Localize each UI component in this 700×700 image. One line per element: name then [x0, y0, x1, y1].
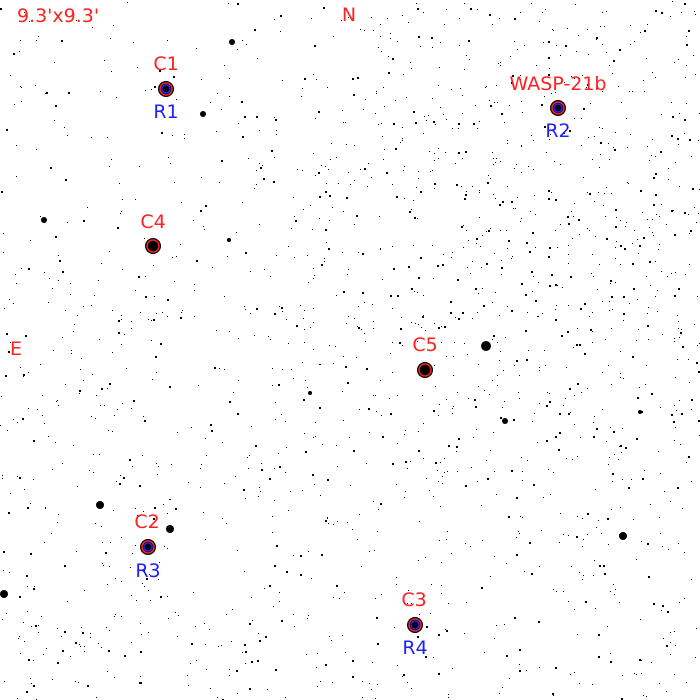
- field-star: [502, 418, 508, 424]
- c2-label: C2: [134, 511, 160, 533]
- wasp-21b-label: WASP-21b: [509, 73, 607, 95]
- field-star: [41, 217, 47, 223]
- field-star: [96, 501, 104, 509]
- c5-label: C5: [412, 334, 438, 356]
- field-star: [481, 341, 491, 351]
- c3-label: C3: [401, 589, 427, 611]
- r2-label: R2: [545, 120, 571, 142]
- r3-label: R3: [135, 560, 161, 582]
- c5-star-marker: [417, 362, 433, 378]
- wasp-star-marker: [550, 100, 566, 116]
- r1-label: R1: [153, 101, 179, 123]
- field-star: [229, 39, 235, 45]
- north-label: N: [341, 4, 357, 26]
- field-star: [166, 525, 174, 533]
- field-star: [227, 238, 231, 242]
- field-of-view-label: 9.3'x9.3': [16, 5, 100, 27]
- field-star: [200, 111, 206, 117]
- c2-star-marker: [140, 539, 156, 555]
- c1-label: C1: [153, 53, 179, 75]
- c4-label: C4: [140, 211, 166, 233]
- r4-label: R4: [402, 637, 428, 659]
- c4-star-marker: [145, 238, 161, 254]
- field-star: [638, 410, 642, 414]
- field-star: [308, 391, 312, 395]
- field-star: [0, 590, 8, 598]
- c1-star-marker: [158, 81, 174, 97]
- east-label: E: [9, 338, 23, 360]
- field-star: [619, 532, 627, 540]
- c3-star-marker: [407, 617, 423, 633]
